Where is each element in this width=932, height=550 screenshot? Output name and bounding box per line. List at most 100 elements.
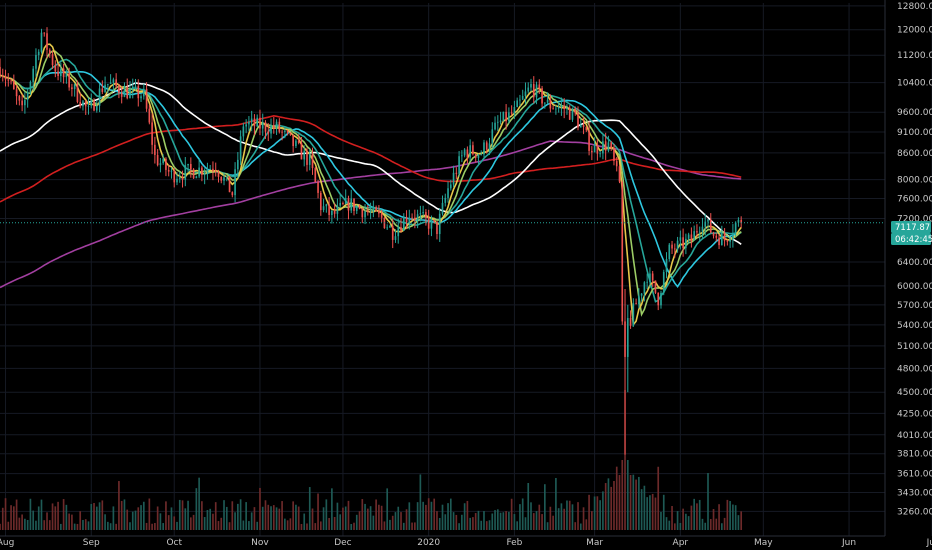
volume-bar (284, 518, 286, 530)
candle-body (65, 73, 68, 78)
candle (225, 175, 228, 182)
volume-bar (173, 516, 176, 530)
volume-bar (505, 511, 507, 530)
volume-bar (599, 500, 601, 530)
candle (151, 113, 153, 155)
volume-bar (397, 506, 400, 530)
candle (596, 138, 599, 161)
candle (402, 213, 405, 232)
volume-bar (555, 477, 557, 530)
candle (223, 172, 225, 186)
candle (129, 80, 131, 99)
volume-bar (422, 501, 424, 530)
candle-body (366, 211, 369, 213)
volume-bar (206, 509, 209, 530)
volume-bar (267, 504, 270, 530)
candle (142, 83, 145, 100)
candle (510, 105, 513, 116)
candle-body (12, 80, 15, 90)
volume-bar (328, 517, 330, 530)
volume-bar (513, 514, 516, 530)
candle (662, 269, 665, 296)
candle-body (303, 150, 306, 160)
volume-bar (303, 513, 306, 530)
candle (574, 106, 577, 116)
volume-bar (339, 514, 342, 530)
candle (466, 146, 469, 164)
candle (10, 78, 12, 85)
candle (521, 89, 524, 101)
candle-body (538, 84, 541, 89)
candle-body (657, 292, 660, 306)
volume-bar (527, 482, 530, 530)
candle (98, 83, 101, 113)
candle-body (292, 134, 294, 147)
candle (275, 119, 278, 135)
candle (272, 117, 275, 134)
volume-bar (336, 502, 339, 530)
candle-body (466, 149, 469, 158)
volume-bar (635, 479, 637, 530)
candle-body (615, 161, 618, 167)
candle (535, 81, 538, 105)
candle (668, 243, 671, 262)
candle (480, 150, 483, 156)
candle-body (118, 86, 120, 93)
volume-bar (618, 475, 621, 530)
candle-body (46, 33, 48, 50)
volume-bar (192, 514, 195, 530)
candle (154, 136, 156, 164)
volume-bar (729, 501, 731, 530)
candle-body (331, 210, 333, 215)
candle-body (477, 154, 480, 158)
volume-bar (120, 500, 123, 530)
candle (336, 198, 339, 221)
volume-bar (574, 522, 577, 530)
candle (228, 176, 231, 193)
candle (585, 126, 588, 132)
candle-body (73, 84, 76, 90)
candle (267, 123, 270, 142)
time-axis[interactable]: Aug Sep Oct Nov Dec 2020 Feb Mar Apr May Jun Jul (0, 538, 932, 548)
candle-body (107, 83, 109, 85)
candle-body (458, 156, 460, 174)
volume-bar (560, 503, 563, 530)
volume-bar (740, 511, 743, 530)
candle-body (685, 238, 687, 249)
candle (347, 195, 350, 220)
price-axis[interactable]: 12800.00 12000.00 11200.00 10400.00 9600.00 9… (897, 2, 932, 517)
candle (438, 208, 441, 242)
candle (361, 207, 364, 224)
volume-bar (68, 513, 70, 530)
candle-body (665, 259, 668, 272)
candle (602, 135, 604, 160)
candle-body (557, 107, 560, 109)
x-tick-label: Oct (166, 538, 182, 548)
candle-body (651, 273, 654, 281)
candle-body (369, 211, 372, 213)
candle-body (300, 142, 303, 160)
candle (516, 97, 519, 108)
candle (355, 204, 358, 214)
candle-body (295, 140, 297, 147)
candle-body (187, 164, 189, 166)
candle-body (272, 125, 275, 129)
candle-body (585, 126, 588, 131)
volume-bar (508, 511, 510, 530)
candle-body (15, 89, 18, 97)
volume-bar (425, 504, 427, 530)
candle (582, 116, 585, 135)
volume-bar (532, 513, 535, 530)
candle-body (201, 167, 203, 175)
volume-bar (496, 509, 499, 530)
candle-body (259, 117, 261, 129)
candle-body (225, 176, 228, 178)
candle-body (496, 121, 499, 123)
volume-bar (140, 505, 142, 530)
candle (82, 99, 84, 111)
volume-bar (237, 503, 239, 530)
candle (676, 236, 679, 253)
candle-body (253, 118, 256, 127)
